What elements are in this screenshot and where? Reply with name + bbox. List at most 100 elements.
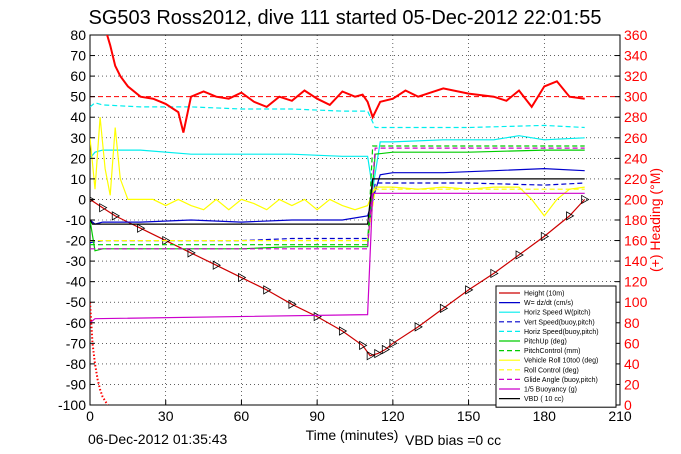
right-tick-label: 240: [624, 150, 648, 166]
height-marker: [288, 299, 297, 309]
height-marker: [187, 248, 196, 258]
series-line-2: [90, 135, 585, 190]
x-tick-label: 90: [309, 408, 325, 424]
series-line-6: [90, 145, 585, 246]
right-tick-label: 260: [624, 130, 648, 146]
left-tick-label: -60: [66, 315, 86, 331]
right-tick-label: 60: [624, 335, 640, 351]
legend-label: PitchControl (mm): [524, 348, 580, 355]
series-line-11: [90, 178, 585, 225]
legend-label: Vehicle Roll 10to0 (deg): [524, 358, 598, 365]
height-marker: [465, 285, 474, 295]
left-tick-label: -50: [66, 294, 86, 310]
height-marker: [90, 196, 95, 203]
right-tick-label: 40: [624, 356, 640, 372]
height-marker: [359, 340, 368, 351]
right-tick-label: 300: [624, 89, 648, 105]
right-tick-label: 120: [624, 274, 648, 290]
height-marker: [313, 311, 322, 322]
legend-label: Vert Speed(buoy,pitch): [524, 319, 595, 326]
height-marker: [263, 285, 272, 295]
left-tick-label: 60: [70, 68, 86, 84]
right-tick-label: 160: [624, 233, 648, 249]
left-tick-label: -70: [66, 335, 86, 351]
left-tick-label: 80: [70, 27, 86, 43]
left-tick-label: 50: [70, 89, 86, 105]
series-line-8: [90, 188, 585, 242]
height-marker: [515, 250, 524, 260]
height-marker: [439, 303, 449, 314]
series-line-12: [106, 35, 585, 133]
x-tick-label: 150: [457, 408, 481, 424]
series-line-13: [90, 302, 109, 405]
right-tick-label: 0: [624, 397, 632, 413]
right-tick-label: 220: [624, 171, 648, 187]
series-line-10: [90, 192, 585, 324]
right-axis-label: (+) Heading (°M): [647, 168, 663, 272]
left-tick-label: 20: [70, 150, 86, 166]
right-tick-label: 20: [624, 376, 640, 392]
height-marker: [212, 260, 221, 270]
height-marker: [374, 348, 383, 359]
x-tick-label: 120: [381, 408, 405, 424]
legend-label: Horiz Speed(buoy,pitch): [524, 329, 599, 336]
height-marker: [490, 268, 499, 279]
right-tick-label: 340: [624, 48, 648, 64]
series-group: [90, 35, 620, 405]
height-marker: [137, 223, 146, 233]
legend-box: [495, 285, 617, 408]
x-tick-label: 60: [234, 408, 250, 424]
left-tick-label: 30: [70, 130, 86, 146]
height-marker: [338, 326, 348, 336]
legend-label: Height (10m): [524, 291, 564, 298]
legend-label: VBD ( 10 cc): [524, 396, 564, 403]
left-tick-label: -100: [58, 397, 86, 413]
left-tick-label: -90: [66, 376, 86, 392]
series-line-7: [90, 117, 585, 217]
legend-label: Horiz Speed W(pitch): [524, 310, 591, 317]
left-tick-label: -40: [66, 274, 86, 290]
height-marker: [540, 231, 550, 242]
right-tick-label: 140: [624, 253, 648, 269]
right-tick-label: 320: [624, 68, 648, 84]
right-tick-label: 200: [624, 191, 648, 207]
right-tick-label: 180: [624, 212, 648, 228]
right-tick-label: 80: [624, 315, 640, 331]
legend-label: Glide Angle (buoy,pitch): [524, 377, 598, 384]
x-tick-label: 0: [86, 408, 94, 424]
left-axis-ticks: 80 70 60 50 40 30 20 10 0 -10 -20 -30 -40 -50 -60 -70 -8…: [58, 27, 95, 413]
x-tick-label: 180: [533, 408, 557, 424]
left-tick-label: 0: [78, 191, 86, 207]
height-marker: [581, 194, 590, 205]
series-line-9: [90, 147, 585, 250]
right-tick-label: 360: [624, 27, 648, 43]
legend: Height (10m) W= dz/dt (cm/s) Horiz Speed W…: [495, 285, 617, 408]
height-marker: [99, 202, 108, 213]
legend-label: PitchUp (deg): [524, 339, 567, 346]
left-tick-label: -80: [66, 356, 86, 372]
height-marker: [111, 211, 121, 221]
chart-title: SG503 Ross2012, dive 111 started 05-Dec-…: [89, 7, 602, 29]
footer-timestamp: 06-Dec-2012 01:35:43: [88, 431, 228, 447]
x-axis-label: Time (minutes): [306, 427, 399, 443]
left-tick-label: -20: [66, 233, 86, 249]
right-tick-label: 280: [624, 109, 648, 125]
series-line-1: [90, 167, 585, 225]
legend-label: W= dz/dt (cm/s): [524, 300, 573, 307]
height-marker: [238, 272, 247, 283]
series-line-4: [90, 102, 585, 129]
legend-label: 1/5 Buoyancy (g): [524, 387, 577, 394]
legend-label: Roll Control (deg): [524, 367, 579, 374]
height-marker: [414, 322, 423, 332]
height-marker: [389, 338, 398, 349]
series-line-5: [90, 149, 585, 252]
vbd-bias-label: VBD bias =0 cc: [405, 432, 501, 448]
x-tick-label: 30: [158, 408, 174, 424]
height-marker: [366, 350, 375, 361]
x-axis-ticks: 0 30 60 90 120 150 180 210: [86, 400, 632, 424]
series-line-3: [90, 182, 585, 244]
left-tick-label: -10: [66, 212, 86, 228]
left-tick-label: 10: [70, 171, 86, 187]
left-tick-label: -30: [66, 253, 86, 269]
